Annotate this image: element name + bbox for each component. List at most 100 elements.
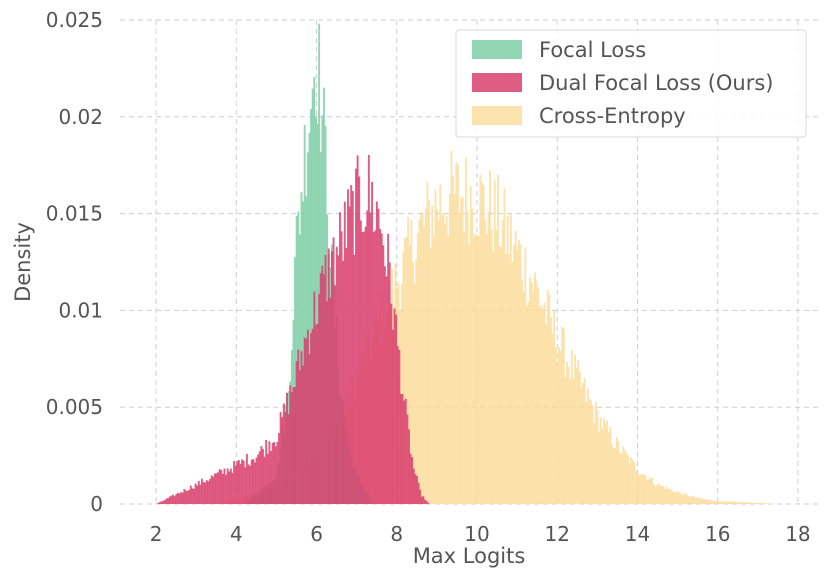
histogram-bar [162, 500, 165, 504]
histogram-bar [271, 442, 274, 504]
histogram-bar [201, 478, 203, 504]
histogram-bar [551, 333, 554, 504]
histogram-bar [450, 150, 453, 504]
histogram-bar [548, 294, 551, 504]
y-tick-label: 0.01 [58, 298, 103, 322]
histogram-bar [448, 193, 451, 504]
histogram-bar [598, 432, 601, 504]
histogram-bar [249, 465, 252, 504]
histogram-bar [331, 251, 333, 504]
histogram-bars [156, 23, 779, 505]
histogram-bar [680, 493, 682, 504]
histogram-bar [638, 474, 641, 504]
histogram-bar [582, 382, 585, 504]
histogram-bar [538, 307, 541, 504]
histogram-bar [410, 219, 413, 504]
histogram-bar [445, 215, 448, 504]
histogram-bar [715, 501, 718, 504]
histogram-bar [306, 329, 309, 504]
histogram-bar [760, 503, 763, 504]
histogram-bar [753, 502, 756, 504]
histogram-bar [622, 446, 625, 504]
histogram-bar [505, 254, 508, 504]
histogram-bar [377, 208, 380, 505]
histogram-bar [424, 208, 427, 504]
histogram-bar [485, 234, 488, 504]
histogram-bar [284, 412, 287, 504]
histogram-bar [281, 417, 284, 504]
histogram-bar [627, 455, 629, 504]
legend-box [455, 29, 807, 138]
histogram-bar [439, 184, 442, 504]
histogram-bar [527, 301, 530, 504]
histogram-bar [643, 474, 646, 504]
histogram-bar [345, 248, 348, 504]
histogram-bar [193, 488, 195, 504]
histogram-bar [382, 245, 385, 504]
histogram-bar [458, 212, 461, 504]
histogram-bar [647, 479, 650, 504]
y-tick-label: 0.015 [46, 202, 103, 226]
histogram-bar [172, 494, 175, 504]
histogram-bar [245, 454, 248, 504]
histogram-bar [442, 212, 445, 504]
histogram-bar [607, 432, 610, 504]
histogram-bar [606, 420, 609, 504]
histogram-bar [417, 482, 420, 504]
x-tick-label: 8 [390, 522, 403, 546]
histogram-bar [262, 448, 264, 504]
histogram-bar [407, 217, 410, 504]
histogram-bar [726, 501, 729, 504]
histogram-bar [420, 496, 423, 504]
histogram-bar [456, 164, 459, 504]
histogram-bar [253, 462, 256, 504]
histogram-bar [740, 502, 743, 504]
histogram-bar [236, 461, 239, 504]
histogram-bar [316, 323, 319, 504]
histogram-bar [300, 192, 303, 504]
histogram-bar [732, 501, 735, 504]
histogram-bar [482, 184, 485, 504]
legend-swatch-dual-focal-loss [472, 73, 522, 92]
histogram-bar [594, 401, 597, 504]
histogram-bar [745, 502, 748, 504]
legend-label-focal-loss: Focal Loss [539, 38, 646, 62]
histogram-bar [413, 283, 416, 504]
histogram-bar [455, 162, 458, 504]
histogram-bar [750, 502, 753, 504]
histogram-bar [724, 501, 727, 504]
histogram-bar [358, 176, 361, 504]
histogram-bar [511, 261, 514, 504]
histogram-bar [263, 456, 266, 504]
histogram-bar [207, 481, 210, 504]
histogram-bar [213, 473, 216, 504]
histogram-bar [651, 477, 654, 504]
histogram-bar [675, 491, 678, 504]
histogram-bar [688, 496, 690, 504]
histogram-bar [290, 392, 293, 504]
legend-swatch-cross-entropy [472, 106, 522, 125]
histogram-bar [159, 501, 162, 504]
histogram-bar [545, 323, 548, 504]
histogram-bar [286, 392, 288, 504]
histogram-bar [412, 261, 414, 504]
histogram-bar [692, 496, 695, 504]
histogram-bar [363, 231, 366, 504]
histogram-bar [530, 282, 533, 504]
histogram-bar [255, 457, 258, 504]
histogram-bar [649, 478, 652, 504]
y-tick-label: 0.025 [46, 8, 103, 32]
histogram-bar [160, 501, 163, 504]
histogram-bar [374, 230, 377, 505]
histogram-bar [371, 181, 374, 504]
histogram-bar [415, 259, 418, 504]
histogram-bar [737, 502, 740, 504]
histogram-bar [729, 501, 732, 504]
histogram-bar [599, 417, 602, 504]
histogram-bar [577, 360, 580, 504]
histogram-bar [355, 168, 357, 504]
histogram-bar [205, 480, 208, 504]
histogram-bar [250, 459, 253, 504]
histogram-bar [340, 231, 343, 504]
